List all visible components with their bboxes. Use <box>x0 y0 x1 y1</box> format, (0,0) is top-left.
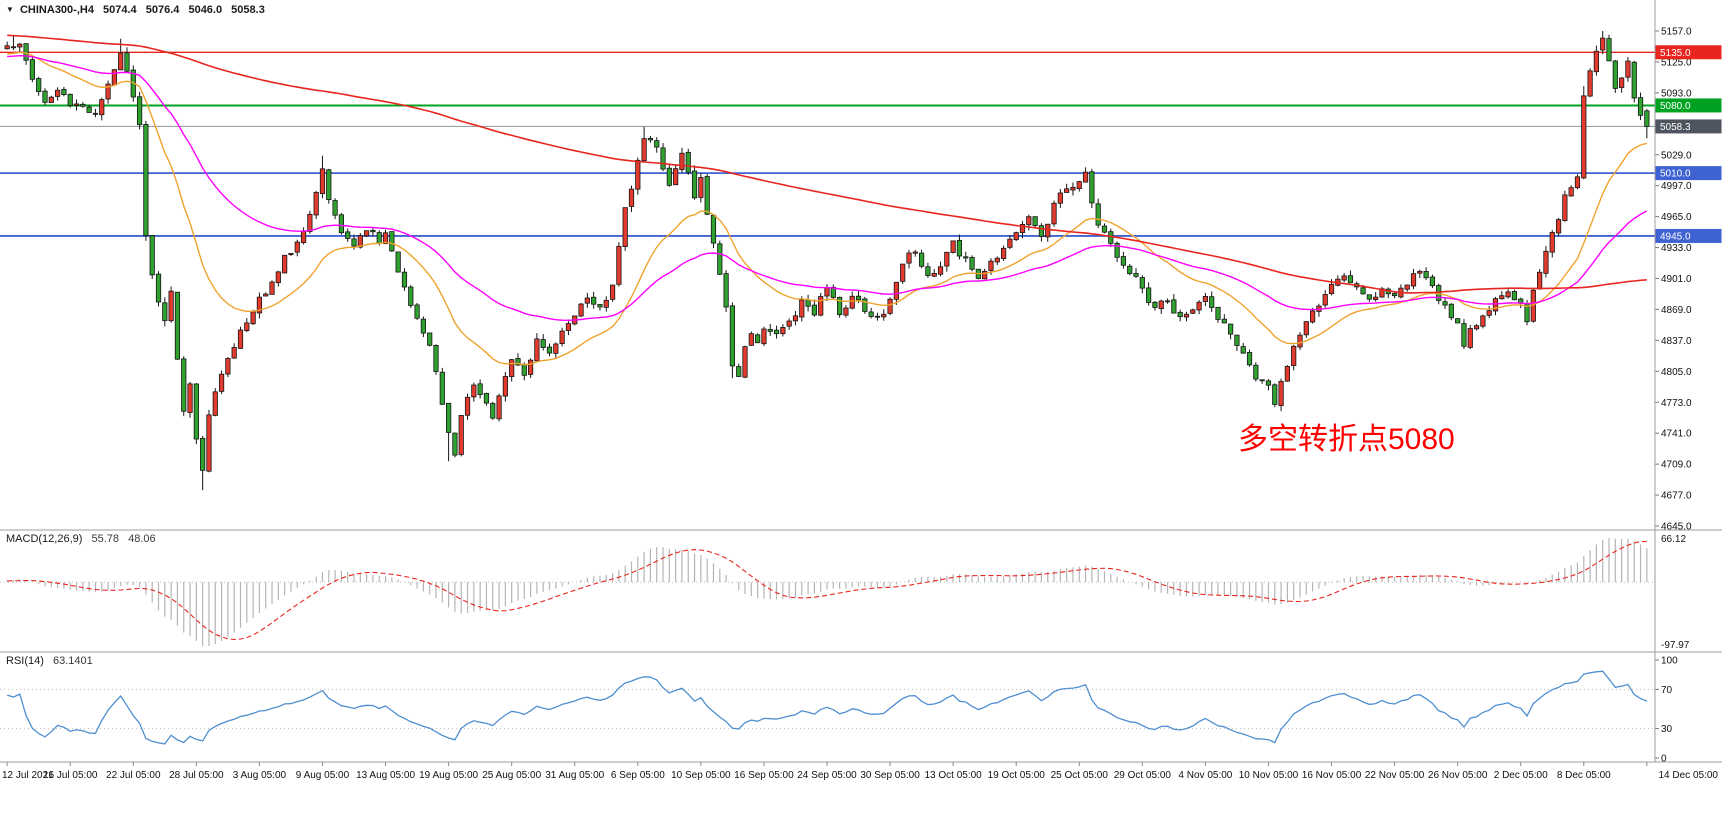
svg-text:4709.0: 4709.0 <box>1661 460 1692 471</box>
ma-fast-orange <box>7 51 1647 366</box>
svg-text:5010.0: 5010.0 <box>1660 169 1691 180</box>
svg-text:4741.0: 4741.0 <box>1661 429 1692 440</box>
ohlc-open: 5074.4 <box>103 4 137 16</box>
svg-text:5135.0: 5135.0 <box>1660 48 1691 59</box>
svg-text:25 Aug 05:00: 25 Aug 05:00 <box>482 770 541 781</box>
svg-text:28 Jul 05:00: 28 Jul 05:00 <box>169 770 224 781</box>
svg-text:5058.3: 5058.3 <box>1660 122 1691 133</box>
svg-text:10 Nov 05:00: 10 Nov 05:00 <box>1239 770 1299 781</box>
annotation-text: 多空转折点5080 <box>1238 423 1455 456</box>
svg-text:16 Jul 05:00: 16 Jul 05:00 <box>43 770 98 781</box>
ohlc-low: 5046.0 <box>188 4 223 16</box>
svg-text:13 Oct 05:00: 13 Oct 05:00 <box>924 770 982 781</box>
svg-text:0: 0 <box>1661 754 1667 765</box>
svg-text:26 Nov 05:00: 26 Nov 05:00 <box>1428 770 1488 781</box>
svg-text:66.12: 66.12 <box>1661 534 1686 545</box>
macd-value-main: 55.78 <box>91 533 120 545</box>
svg-text:-97.97: -97.97 <box>1661 640 1690 651</box>
svg-text:100: 100 <box>1661 656 1678 667</box>
ma-mid-magenta <box>7 54 1648 322</box>
svg-text:4869.0: 4869.0 <box>1661 305 1692 316</box>
svg-text:4645.0: 4645.0 <box>1661 522 1692 533</box>
macd-value-signal: 48.06 <box>128 533 156 545</box>
svg-text:22 Jul 05:00: 22 Jul 05:00 <box>106 770 161 781</box>
svg-text:25 Oct 05:00: 25 Oct 05:00 <box>1051 770 1109 781</box>
svg-text:5080.0: 5080.0 <box>1660 101 1691 112</box>
chart-title: ▼ CHINA300-,H4 5074.4 5076.4 5046.0 5058… <box>6 4 265 16</box>
macd-panel: 66.12 -97.97 <box>0 534 1690 651</box>
rsi-indicator-label: RSI(14) 63.1401 <box>6 655 93 667</box>
svg-text:19 Oct 05:00: 19 Oct 05:00 <box>988 770 1046 781</box>
rsi-panel: 100 70 30 0 <box>0 656 1678 765</box>
svg-text:10 Sep 05:00: 10 Sep 05:00 <box>671 770 731 781</box>
panel-borders <box>0 0 1722 763</box>
svg-text:9 Aug 05:00: 9 Aug 05:00 <box>296 770 350 781</box>
symbol-dropdown-icon[interactable]: ▼ <box>6 5 14 14</box>
svg-text:5029.0: 5029.0 <box>1661 150 1692 161</box>
svg-text:4 Nov 05:00: 4 Nov 05:00 <box>1178 770 1232 781</box>
svg-text:6 Sep 05:00: 6 Sep 05:00 <box>611 770 665 781</box>
svg-text:16 Sep 05:00: 16 Sep 05:00 <box>734 770 794 781</box>
svg-text:4837.0: 4837.0 <box>1661 336 1692 347</box>
svg-text:13 Aug 05:00: 13 Aug 05:00 <box>356 770 415 781</box>
svg-text:30: 30 <box>1661 724 1673 735</box>
macd-name: MACD(12,26,9) <box>6 533 83 545</box>
svg-text:30 Sep 05:00: 30 Sep 05:00 <box>860 770 920 781</box>
svg-text:31 Aug 05:00: 31 Aug 05:00 <box>545 770 604 781</box>
svg-text:4965.0: 4965.0 <box>1661 212 1692 223</box>
rsi-value: 63.1401 <box>52 655 93 667</box>
svg-text:4901.0: 4901.0 <box>1661 274 1692 285</box>
svg-text:14 Dec 05:00: 14 Dec 05:00 <box>1659 770 1719 781</box>
symbol-timeframe-label: CHINA300-,H4 <box>19 4 94 16</box>
svg-text:16 Nov 05:00: 16 Nov 05:00 <box>1302 770 1362 781</box>
ma-slow-red <box>7 34 1647 294</box>
svg-text:4677.0: 4677.0 <box>1661 491 1692 502</box>
svg-text:24 Sep 05:00: 24 Sep 05:00 <box>797 770 857 781</box>
svg-text:70: 70 <box>1661 685 1673 696</box>
ohlc-high: 5076.4 <box>145 4 180 16</box>
level-lines <box>0 51 1655 237</box>
svg-text:4945.0: 4945.0 <box>1660 231 1691 242</box>
svg-text:4997.0: 4997.0 <box>1661 181 1692 192</box>
ma-lines <box>7 34 1648 366</box>
svg-text:2 Dec 05:00: 2 Dec 05:00 <box>1494 770 1548 781</box>
svg-text:29 Oct 05:00: 29 Oct 05:00 <box>1114 770 1172 781</box>
rsi-line <box>7 670 1648 745</box>
svg-text:3 Aug 05:00: 3 Aug 05:00 <box>233 770 287 781</box>
svg-text:8 Dec 05:00: 8 Dec 05:00 <box>1557 770 1611 781</box>
price-axis[interactable]: 5157.05125.05093.05061.05029.04997.04965… <box>1655 27 1722 533</box>
svg-text:4805.0: 4805.0 <box>1661 367 1692 378</box>
svg-text:5125.0: 5125.0 <box>1661 57 1692 68</box>
svg-text:19 Aug 05:00: 19 Aug 05:00 <box>419 770 478 781</box>
macd-signal-line <box>7 540 1647 641</box>
svg-text:4933.0: 4933.0 <box>1661 243 1692 254</box>
svg-text:5157.0: 5157.0 <box>1661 27 1692 38</box>
macd-indicator-label: MACD(12,26,9) 55.78 48.06 <box>6 533 156 545</box>
rsi-name: RSI(14) <box>6 655 44 667</box>
svg-text:12 Jul 2021: 12 Jul 2021 <box>2 770 54 781</box>
ohlc-close: 5058.3 <box>231 4 265 16</box>
svg-text:5093.0: 5093.0 <box>1661 88 1692 99</box>
svg-text:4773.0: 4773.0 <box>1661 398 1692 409</box>
svg-text:22 Nov 05:00: 22 Nov 05:00 <box>1365 770 1425 781</box>
